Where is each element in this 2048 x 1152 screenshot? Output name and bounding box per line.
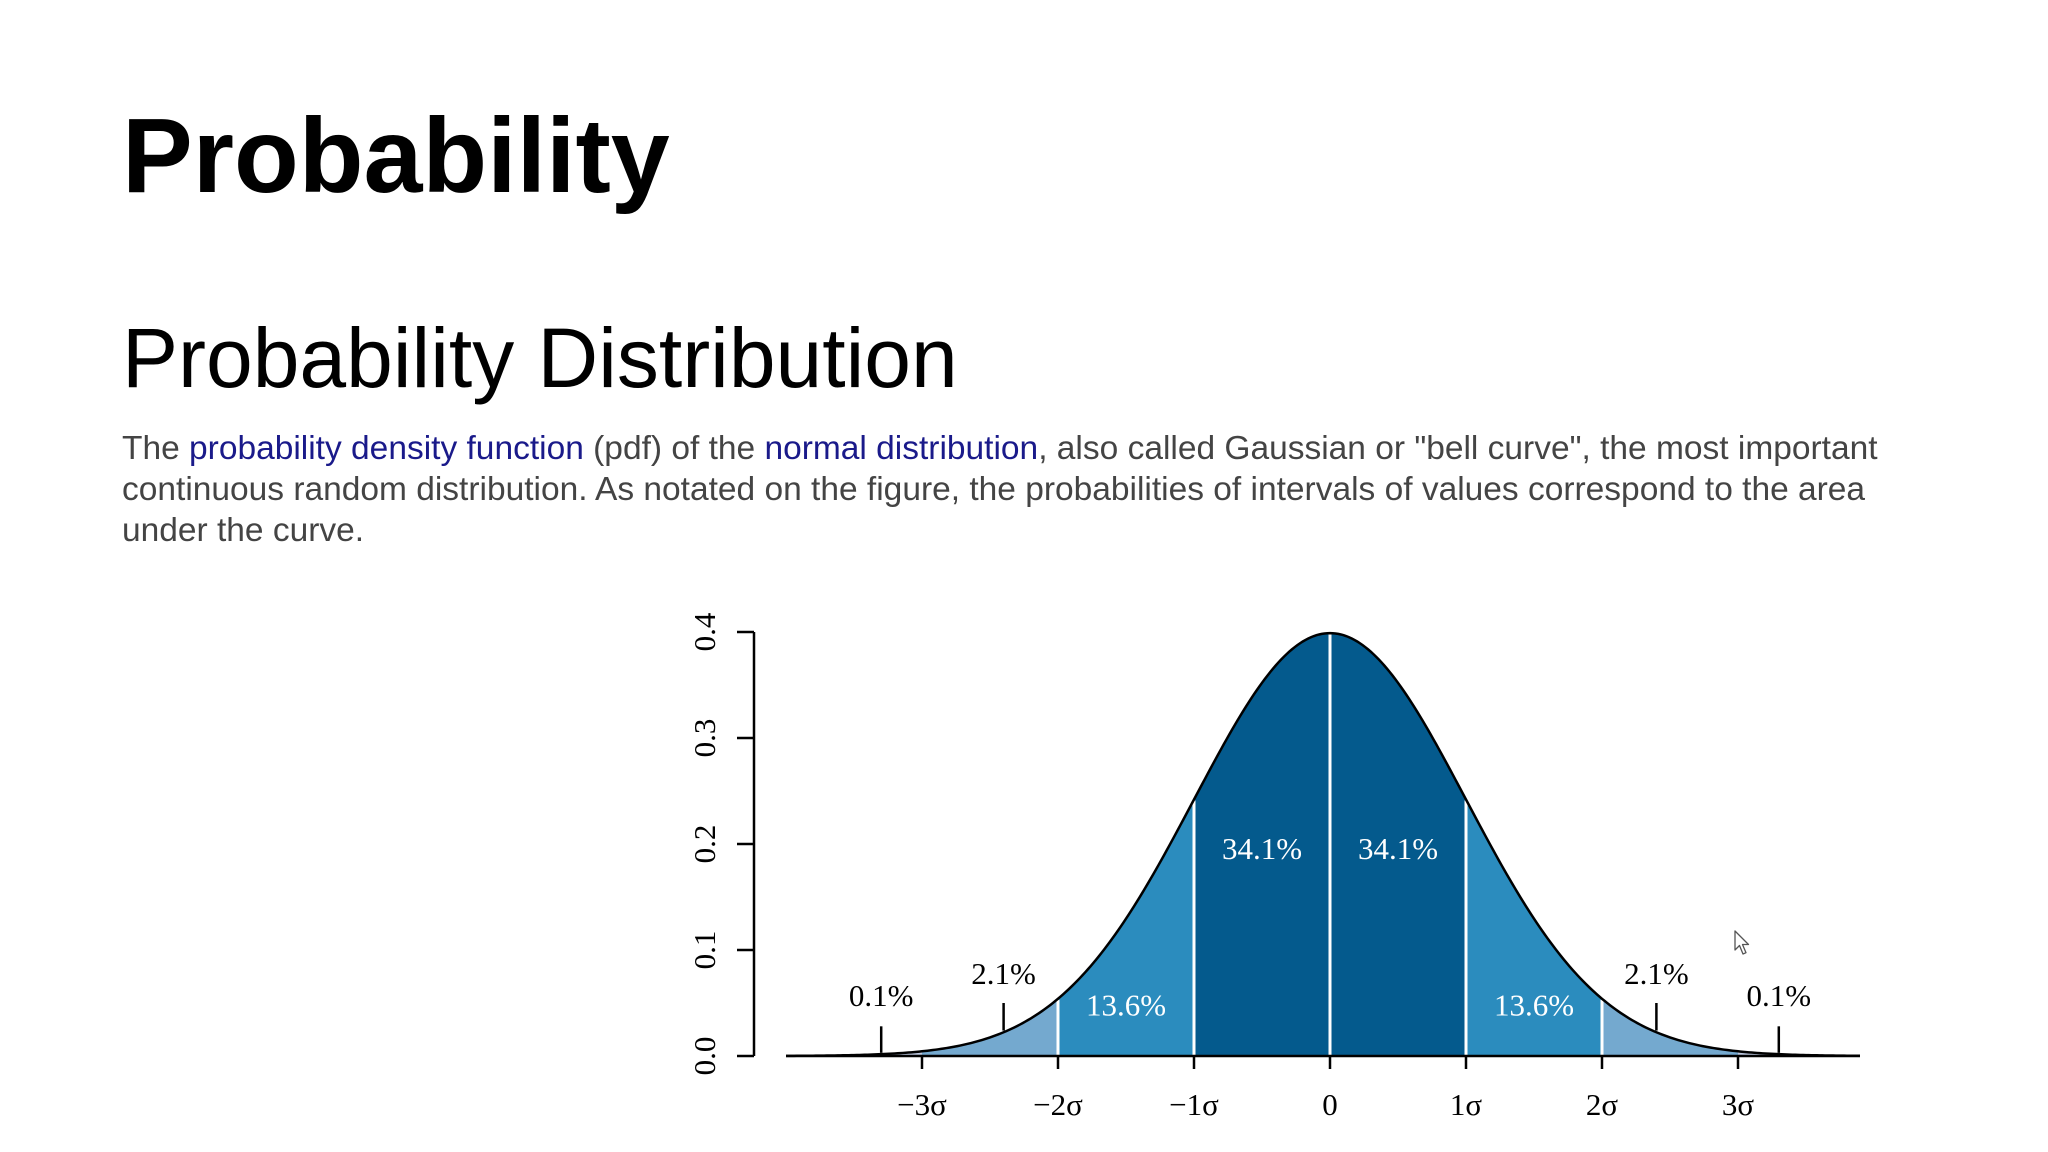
x-tick-label: 0 bbox=[1322, 1087, 1338, 1122]
region-6 bbox=[1602, 998, 1738, 1056]
region-percent-label: 0.1% bbox=[1747, 978, 1812, 1013]
description-text: The bbox=[122, 430, 190, 467]
density-curve bbox=[785, 631, 1860, 1058]
pdf-link[interactable]: probability density function bbox=[189, 430, 584, 467]
y-tick-label: 0.0 bbox=[687, 1037, 722, 1076]
x-tick-label: 3σ bbox=[1722, 1087, 1755, 1122]
section-title: Probability Distribution bbox=[122, 311, 958, 405]
y-tick-label: 0.4 bbox=[687, 612, 722, 651]
y-tick-label: 0.2 bbox=[687, 825, 722, 864]
x-tick-label: 1σ bbox=[1450, 1087, 1483, 1122]
x-tick-label: −1σ bbox=[1169, 1087, 1219, 1122]
region-percent-label: 34.1% bbox=[1358, 831, 1438, 866]
chart-axes: −3σ −2σ −1σ 0 1σ 2σ 3σ 0.0 0.1 0.2 0.3 0.4 bbox=[687, 612, 1860, 1122]
chart-dividers bbox=[1056, 634, 1604, 1056]
slide-title: Probability bbox=[122, 97, 670, 215]
region-percent-label: 2.1% bbox=[1624, 956, 1689, 991]
normal-distribution-chart: −3σ −2σ −1σ 0 1σ 2σ 3σ 0.0 0.1 0.2 0.3 0.4 0.1% 2.1%… bbox=[687, 612, 1860, 1122]
x-tick-label: −3σ bbox=[897, 1087, 947, 1122]
mouse-cursor-icon bbox=[1734, 930, 1750, 955]
normal-distribution-link[interactable]: normal distribution bbox=[764, 430, 1039, 467]
x-tick-label: 2σ bbox=[1586, 1087, 1619, 1122]
description-text: , also called Gaussian or "bell curve", … bbox=[122, 430, 1878, 549]
chart-regions bbox=[786, 633, 1860, 1056]
region-percent-label: 0.1% bbox=[849, 978, 914, 1013]
region-percent-label: 13.6% bbox=[1494, 988, 1574, 1023]
y-tick-label: 0.1 bbox=[687, 931, 722, 970]
description-paragraph: The probability density function (pdf) o… bbox=[122, 428, 1952, 551]
x-tick-label: −2σ bbox=[1033, 1087, 1083, 1122]
region-1 bbox=[922, 998, 1058, 1056]
description-text: (pdf) of the bbox=[583, 430, 765, 467]
chart-labels: 0.1% 2.1% 13.6% 34.1% 34.1% 13.6% 2.1% 0.1% bbox=[849, 831, 1811, 1053]
region-percent-label: 13.6% bbox=[1086, 988, 1166, 1023]
region-percent-label: 2.1% bbox=[971, 956, 1036, 991]
y-tick-label: 0.3 bbox=[687, 719, 722, 758]
region-percent-label: 34.1% bbox=[1222, 831, 1302, 866]
